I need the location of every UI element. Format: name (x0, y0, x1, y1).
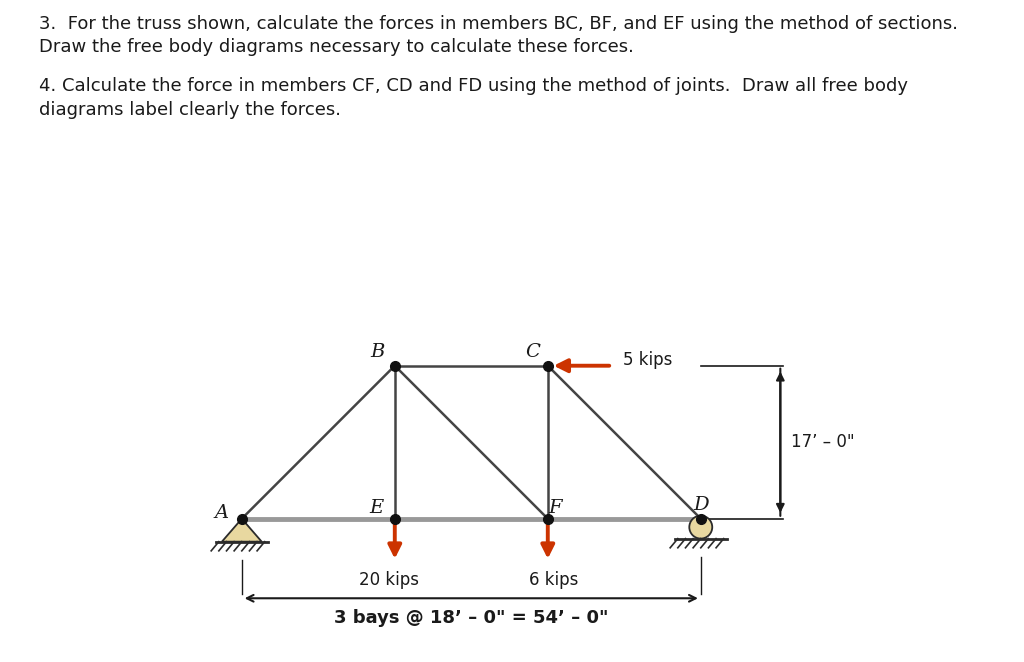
Circle shape (689, 516, 713, 539)
Text: B: B (371, 343, 385, 361)
Text: F: F (549, 499, 562, 517)
Text: 4. Calculate the force in members CF, CD and FD using the method of joints.  Dra: 4. Calculate the force in members CF, CD… (39, 77, 908, 95)
Text: 3.  For the truss shown, calculate the forces in members BC, BF, and EF using th: 3. For the truss shown, calculate the fo… (39, 15, 957, 32)
Text: 17’ – 0": 17’ – 0" (792, 433, 855, 451)
Text: E: E (370, 499, 384, 517)
Text: 20 kips: 20 kips (358, 571, 419, 589)
Text: 6 kips: 6 kips (529, 571, 579, 589)
Text: 3 bays @ 18’ – 0" = 54’ – 0": 3 bays @ 18’ – 0" = 54’ – 0" (334, 609, 608, 627)
Text: diagrams label clearly the forces.: diagrams label clearly the forces. (39, 101, 341, 119)
Text: C: C (525, 343, 540, 361)
Text: D: D (693, 496, 709, 514)
Text: A: A (215, 504, 229, 522)
Text: Draw the free body diagrams necessary to calculate these forces.: Draw the free body diagrams necessary to… (39, 38, 634, 56)
Text: 5 kips: 5 kips (623, 351, 672, 369)
Polygon shape (222, 519, 262, 542)
